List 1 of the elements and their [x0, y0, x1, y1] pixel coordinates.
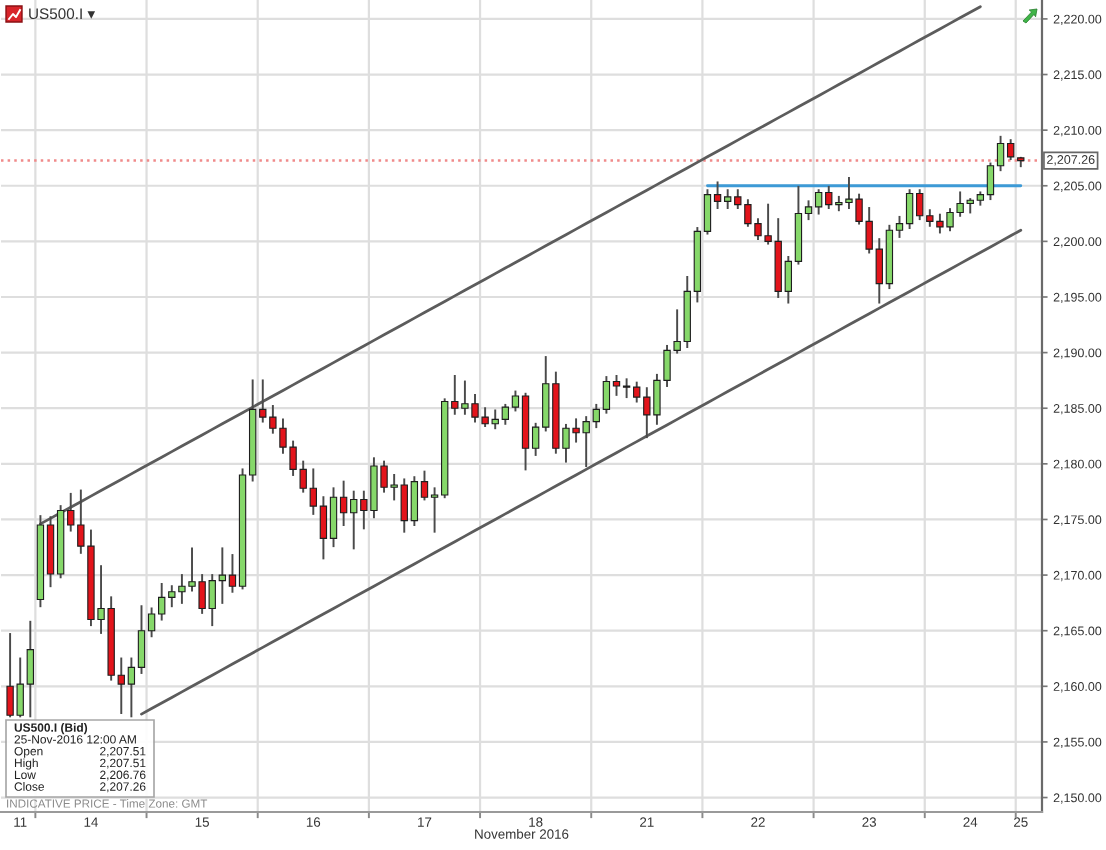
line-series: [140, 228, 1023, 716]
